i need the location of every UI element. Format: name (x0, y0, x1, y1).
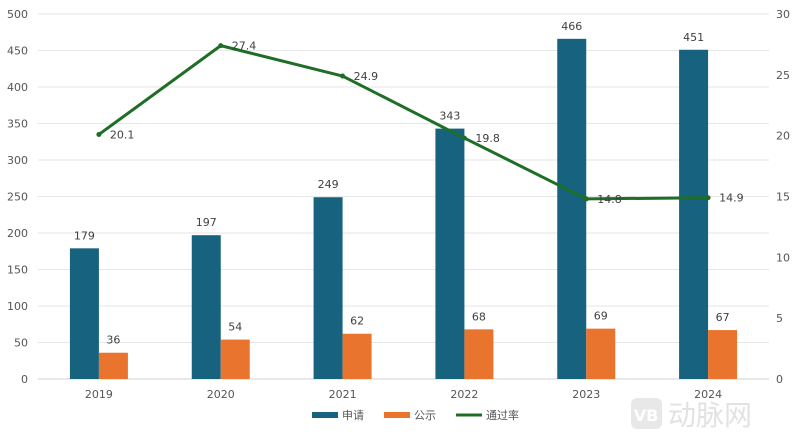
right-axis-tick-label: 30 (776, 8, 790, 21)
legend-swatch (312, 412, 338, 418)
left-axis-tick-label: 200 (7, 227, 28, 240)
bar-data-label: 36 (106, 334, 120, 347)
bar-申请 (435, 128, 465, 379)
bar-data-label: 179 (74, 229, 95, 242)
bar-data-label: 466 (561, 20, 582, 33)
x-axis-tick-label: 2020 (207, 388, 235, 401)
right-axis-tick-label: 5 (776, 312, 783, 325)
x-axis-tick-label: 2019 (85, 388, 113, 401)
left-axis-tick-label: 500 (7, 8, 28, 21)
bar-公示 (220, 339, 250, 379)
right-axis-tick-label: 20 (776, 130, 790, 143)
bar-公示 (342, 333, 372, 379)
bar-data-label: 54 (228, 321, 242, 334)
line-data-label: 14.8 (597, 193, 622, 206)
line-data-label: 20.1 (110, 128, 134, 141)
bar-data-label: 249 (318, 178, 339, 191)
line-point (583, 196, 589, 202)
left-axis-tick-label: 350 (7, 118, 28, 131)
x-axis-tick-label: 2022 (450, 388, 478, 401)
legend-label: 公示 (414, 409, 436, 422)
left-axis-tick-label: 100 (7, 300, 28, 313)
line-data-label: 19.8 (475, 132, 500, 145)
line-point (340, 73, 346, 79)
bar-申请 (313, 197, 343, 379)
line-data-label: 27.4 (232, 40, 257, 53)
left-axis-tick-label: 250 (7, 191, 28, 204)
line-point (218, 43, 224, 49)
line-data-label: 24.9 (354, 70, 379, 83)
bar-申请 (191, 235, 221, 379)
legend-label: 通过率 (486, 408, 519, 422)
legend-swatch (384, 412, 410, 418)
bar-公示 (586, 328, 616, 379)
bar-data-label: 62 (350, 315, 364, 328)
watermark-text: 动脉网 (668, 399, 752, 432)
bar-公示 (464, 329, 494, 379)
left-axis-tick-label: 450 (7, 45, 28, 58)
right-axis-tick-label: 10 (776, 251, 790, 264)
legend-label: 申请 (342, 409, 364, 422)
bar-公示 (98, 352, 128, 379)
watermark-logo (631, 398, 662, 429)
line-通过率 (98, 44, 709, 201)
x-axis-tick-label: 2023 (572, 388, 600, 401)
left-axis-tick-label: 50 (14, 337, 28, 350)
bar-公示 (708, 330, 738, 379)
right-axis-tick-label: 25 (776, 69, 790, 82)
watermark-logo-text: VB (634, 406, 659, 425)
bar-data-label: 67 (716, 311, 730, 324)
right-axis-tick-label: 15 (776, 191, 790, 204)
bar-申请 (557, 38, 587, 379)
right-axis-tick-label: 0 (776, 373, 783, 386)
left-axis-tick-label: 150 (7, 264, 28, 277)
x-axis-tick-label: 2021 (329, 388, 357, 401)
x-axis-tick-label: 2024 (694, 388, 722, 401)
bar-申请 (69, 248, 99, 379)
line-point (461, 135, 467, 141)
bar-data-label: 69 (594, 310, 608, 323)
line-data-label: 14.9 (719, 192, 744, 205)
left-axis-tick-label: 300 (7, 154, 28, 167)
bar-data-label: 197 (196, 216, 217, 229)
left-axis-tick-label: 0 (21, 373, 28, 386)
line-point (96, 131, 102, 137)
bar-data-label: 343 (439, 110, 460, 123)
left-axis-tick-label: 400 (7, 81, 28, 94)
bar-data-label: 451 (683, 31, 704, 44)
bar-申请 (679, 49, 709, 380)
bar-data-label: 68 (472, 310, 486, 323)
line-point (705, 195, 711, 201)
